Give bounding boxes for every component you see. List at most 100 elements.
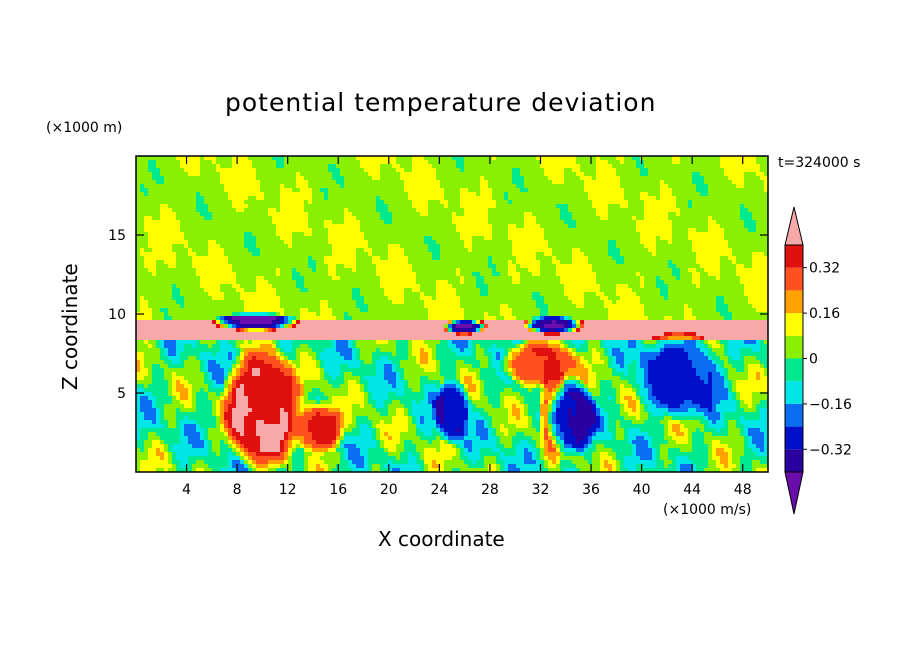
- field-cell: [264, 204, 269, 209]
- field-cell: [720, 240, 725, 245]
- field-cell: [228, 216, 233, 221]
- field-cell: [448, 192, 453, 197]
- field-cell: [476, 192, 481, 197]
- field-cell: [756, 232, 761, 237]
- field-cell: [568, 224, 573, 229]
- field-cell: [200, 256, 205, 261]
- field-cell: [424, 280, 429, 285]
- field-cell: [300, 200, 305, 205]
- field-cell: [580, 248, 585, 253]
- field-cell: [192, 228, 197, 233]
- field-cell: [320, 268, 325, 273]
- field-cell: [412, 252, 417, 257]
- field-cell: [756, 168, 761, 173]
- field-cell: [680, 196, 685, 201]
- field-cell: [284, 268, 289, 273]
- field-cell: [160, 268, 165, 273]
- field-cell: [764, 156, 768, 161]
- field-cell: [652, 256, 657, 261]
- field-cell: [288, 216, 293, 221]
- field-cell: [292, 272, 297, 277]
- field-cell: [172, 236, 177, 241]
- field-cell: [448, 188, 453, 193]
- field-cell: [632, 156, 637, 161]
- field-cell: [644, 212, 649, 217]
- field-cell: [160, 188, 165, 193]
- field-cell: [508, 272, 513, 277]
- field-cell: [304, 176, 309, 181]
- field-cell: [140, 236, 145, 241]
- field-cell: [332, 276, 337, 281]
- field-cell: [372, 276, 377, 281]
- field-cell: [536, 224, 541, 229]
- field-cell: [348, 188, 353, 193]
- field-cell: [436, 196, 441, 201]
- field-cell: [628, 272, 633, 277]
- field-cell: [164, 176, 169, 181]
- field-cell: [240, 244, 245, 249]
- field-cell: [252, 248, 257, 253]
- field-cell: [204, 268, 209, 273]
- field-cell: [200, 208, 205, 213]
- field-cell: [364, 236, 369, 241]
- field-cell: [356, 208, 361, 213]
- field-cell: [524, 176, 529, 181]
- field-cell: [556, 220, 561, 225]
- field-cell: [488, 184, 493, 189]
- field-cell: [204, 240, 209, 245]
- field-cell: [200, 224, 205, 229]
- field-cell: [696, 276, 701, 281]
- field-cell: [268, 188, 273, 193]
- field-cell: [668, 272, 673, 277]
- field-cell: [704, 212, 709, 217]
- field-cell: [316, 216, 321, 221]
- field-cell: [748, 180, 753, 185]
- field-cell: [740, 196, 745, 201]
- field-cell: [468, 276, 473, 281]
- field-cell: [240, 160, 245, 165]
- field-cell: [188, 200, 193, 205]
- field-cell: [520, 196, 525, 201]
- field-cell: [568, 220, 573, 225]
- field-cell: [608, 212, 613, 217]
- field-cell: [488, 252, 493, 257]
- field-cell: [316, 160, 321, 165]
- field-cell: [236, 156, 241, 161]
- field-cell: [708, 252, 713, 257]
- field-cell: [196, 168, 201, 173]
- field-cell: [508, 212, 513, 217]
- field-cell: [664, 220, 669, 225]
- field-cell: [652, 232, 657, 237]
- field-cell: [616, 164, 621, 169]
- field-cell: [736, 200, 741, 205]
- field-cell: [628, 184, 633, 189]
- field-cell: [332, 240, 337, 245]
- field-cell: [224, 204, 229, 209]
- field-cell: [304, 180, 309, 185]
- field-cell: [540, 232, 545, 237]
- field-cell: [744, 164, 749, 169]
- field-cell: [432, 180, 437, 185]
- field-cell: [168, 232, 173, 237]
- field-cell: [364, 172, 369, 177]
- field-cell: [304, 280, 309, 285]
- field-cell: [632, 196, 637, 201]
- field-cell: [472, 176, 477, 181]
- field-cell: [672, 228, 677, 233]
- field-cell: [192, 232, 197, 237]
- field-cell: [356, 248, 361, 253]
- field-cell: [280, 232, 285, 237]
- field-cell: [700, 260, 705, 265]
- field-cell: [344, 176, 349, 181]
- field-cell: [160, 200, 165, 205]
- field-cell: [368, 192, 373, 197]
- field-cell: [272, 172, 277, 177]
- field-cell: [376, 264, 381, 269]
- field-cell: [336, 212, 341, 217]
- field-cell: [764, 256, 768, 261]
- field-cell: [168, 196, 173, 201]
- field-cell: [368, 212, 373, 217]
- field-cell: [364, 184, 369, 189]
- field-cell: [232, 264, 237, 269]
- field-cell: [396, 192, 401, 197]
